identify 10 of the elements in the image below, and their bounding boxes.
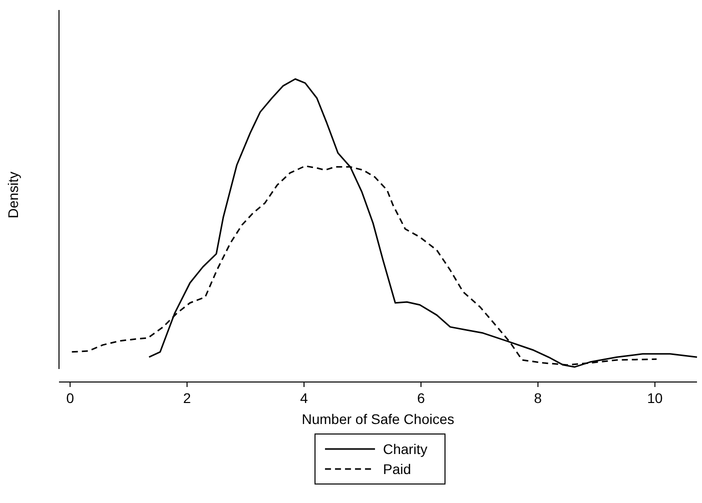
x-tick-label: 0 (66, 390, 74, 406)
x-axis-title: Number of Safe Choices (302, 411, 454, 427)
x-tick-label: 4 (300, 390, 308, 406)
y-axis-title: Density (5, 172, 21, 218)
legend-label: Paid (383, 461, 412, 477)
legend-label: Charity (383, 441, 428, 457)
x-tick-label: 8 (534, 390, 542, 406)
x-tick-label: 2 (183, 390, 192, 406)
x-tick-label: 10 (647, 390, 663, 406)
x-tick-label: 6 (417, 390, 426, 406)
